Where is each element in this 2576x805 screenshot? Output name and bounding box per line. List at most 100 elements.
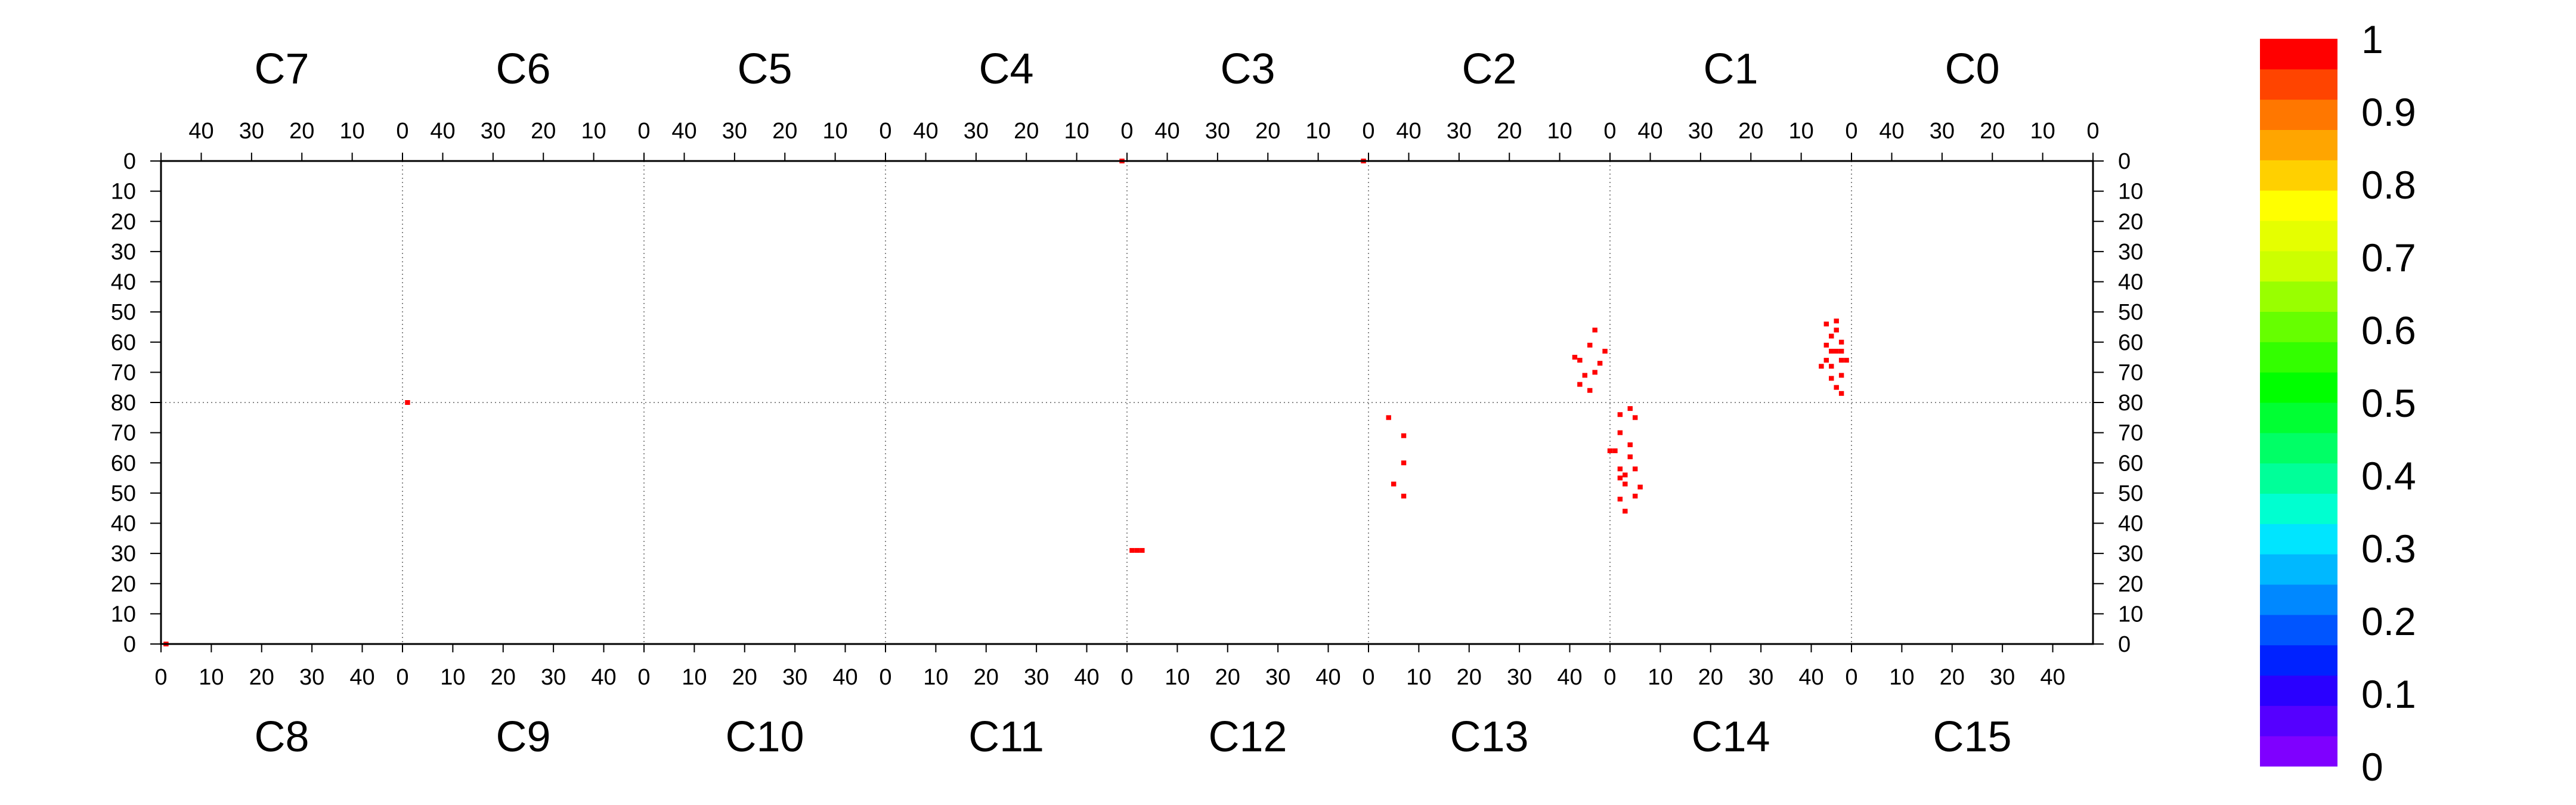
hit-point bbox=[1623, 472, 1628, 478]
hit-point bbox=[1391, 481, 1397, 487]
bottom-x-tick-label: 20 bbox=[491, 665, 516, 690]
top-x-tick-label: 30 bbox=[1930, 119, 1955, 144]
bottom-chamber-label: C15 bbox=[1933, 713, 2011, 761]
top-x-tick-label: 0 bbox=[1603, 119, 1616, 144]
colorbar-tick-label: 0.6 bbox=[2361, 308, 2416, 352]
bottom-x-tick-label: 40 bbox=[1798, 665, 1823, 690]
bottom-x-tick-label: 20 bbox=[1215, 665, 1240, 690]
colorbar-segment bbox=[2260, 129, 2337, 160]
top-chamber-label: C0 bbox=[1945, 45, 1999, 93]
colorbar-tick-label: 0.5 bbox=[2361, 381, 2416, 425]
y-tick-label: 0 bbox=[123, 632, 136, 657]
top-x-tick-label: 10 bbox=[1064, 119, 1089, 144]
bottom-x-tick-label: 40 bbox=[832, 665, 857, 690]
top-x-tick-label: 30 bbox=[481, 119, 506, 144]
y-tick-label: 10 bbox=[111, 602, 136, 627]
bottom-x-tick-label: 30 bbox=[1024, 665, 1049, 690]
hit-point bbox=[1401, 493, 1407, 499]
colorbar-segment bbox=[2260, 160, 2337, 191]
colorbar-tick-label: 0.4 bbox=[2361, 454, 2416, 498]
hit-point bbox=[1627, 454, 1633, 460]
top-chamber-label: C1 bbox=[1703, 45, 1758, 93]
colorbar-segment bbox=[2260, 221, 2337, 252]
hit-point bbox=[1834, 327, 1839, 333]
y-tick-label: 30 bbox=[2118, 240, 2143, 265]
hit-point bbox=[1602, 348, 1608, 354]
y-tick-label: 70 bbox=[2118, 360, 2143, 385]
y-tick-label: 50 bbox=[111, 300, 136, 325]
colorbar-segment bbox=[2260, 342, 2337, 373]
bottom-x-tick-label: 10 bbox=[1648, 665, 1673, 690]
bottom-x-tick-label: 20 bbox=[249, 665, 274, 690]
hit-point bbox=[1823, 342, 1829, 348]
hit-point bbox=[1838, 373, 1844, 378]
colorbar-tick-label: 0.9 bbox=[2361, 90, 2416, 134]
y-tick-label: 0 bbox=[123, 149, 136, 174]
hit-point bbox=[1617, 497, 1623, 501]
hit-point bbox=[1607, 448, 1613, 453]
y-tick-label: 40 bbox=[111, 512, 136, 537]
top-x-tick-label: 10 bbox=[1305, 119, 1330, 144]
top-x-tick-label: 20 bbox=[772, 119, 797, 144]
bottom-x-tick-label: 40 bbox=[591, 665, 616, 690]
colorbar-segment bbox=[2260, 493, 2337, 524]
top-x-tick-label: 0 bbox=[396, 119, 408, 144]
y-tick-label: 40 bbox=[2118, 512, 2143, 537]
top-chamber-label: C6 bbox=[496, 45, 550, 93]
bottom-chamber-label: C9 bbox=[496, 713, 550, 761]
colorbar-segment bbox=[2260, 554, 2337, 585]
colorbar-segment bbox=[2260, 675, 2337, 706]
bottom-chamber-label: C11 bbox=[968, 713, 1044, 761]
bottom-x-tick-label: 20 bbox=[974, 665, 999, 690]
y-tick-label: 50 bbox=[2118, 300, 2143, 325]
top-x-tick-label: 10 bbox=[339, 119, 364, 144]
bottom-x-tick-label: 0 bbox=[879, 665, 891, 690]
colorbar-segment bbox=[2260, 69, 2337, 100]
top-x-tick-label: 40 bbox=[1396, 119, 1421, 144]
top-x-tick-label: 30 bbox=[239, 119, 264, 144]
top-x-tick-label: 40 bbox=[188, 119, 213, 144]
hit-point bbox=[1572, 355, 1578, 360]
bottom-x-tick-label: 0 bbox=[1603, 665, 1616, 690]
colorbar-segment bbox=[2260, 99, 2337, 130]
bottom-x-tick-label: 20 bbox=[1940, 665, 1965, 690]
hit-point bbox=[1401, 433, 1407, 438]
hit-point bbox=[1129, 548, 1135, 553]
y-tick-label: 70 bbox=[111, 421, 136, 446]
colorbar-segment bbox=[2260, 402, 2337, 434]
y-tick-label: 80 bbox=[111, 391, 136, 416]
colorbar-segment bbox=[2260, 645, 2337, 676]
hit-point bbox=[1140, 548, 1145, 553]
hit-point bbox=[1587, 388, 1593, 393]
bottom-x-tick-label: 10 bbox=[1165, 665, 1190, 690]
y-tick-label: 10 bbox=[2118, 602, 2143, 627]
hit-point bbox=[1627, 406, 1633, 411]
top-x-tick-label: 20 bbox=[1497, 119, 1522, 144]
hit-point bbox=[1838, 391, 1844, 396]
hit-point bbox=[1829, 364, 1834, 369]
top-x-tick-label: 10 bbox=[581, 119, 606, 144]
y-tick-label: 40 bbox=[2118, 270, 2143, 295]
hit-point bbox=[1632, 415, 1638, 420]
bottom-x-tick-label: 40 bbox=[349, 665, 374, 690]
bottom-x-tick-label: 10 bbox=[682, 665, 707, 690]
colorbar-segment bbox=[2260, 250, 2337, 282]
hit-point bbox=[405, 400, 410, 405]
top-x-tick-label: 40 bbox=[1154, 119, 1179, 144]
hit-point bbox=[1617, 466, 1623, 472]
bottom-x-tick-label: 30 bbox=[782, 665, 807, 690]
hit-point bbox=[1829, 348, 1834, 354]
bottom-x-tick-label: 30 bbox=[1748, 665, 1773, 690]
bottom-x-tick-label: 10 bbox=[440, 665, 465, 690]
hit-point bbox=[1838, 348, 1844, 354]
hit-point bbox=[1838, 358, 1844, 363]
y-tick-label: 0 bbox=[2118, 632, 2131, 657]
top-x-tick-label: 0 bbox=[637, 119, 650, 144]
hit-point bbox=[1612, 448, 1618, 453]
bottom-x-tick-label: 40 bbox=[1315, 665, 1340, 690]
y-tick-label: 0 bbox=[2118, 149, 2131, 174]
top-x-tick-label: 20 bbox=[1738, 119, 1763, 144]
hit-point bbox=[1829, 333, 1834, 339]
hit-point bbox=[1623, 481, 1628, 487]
